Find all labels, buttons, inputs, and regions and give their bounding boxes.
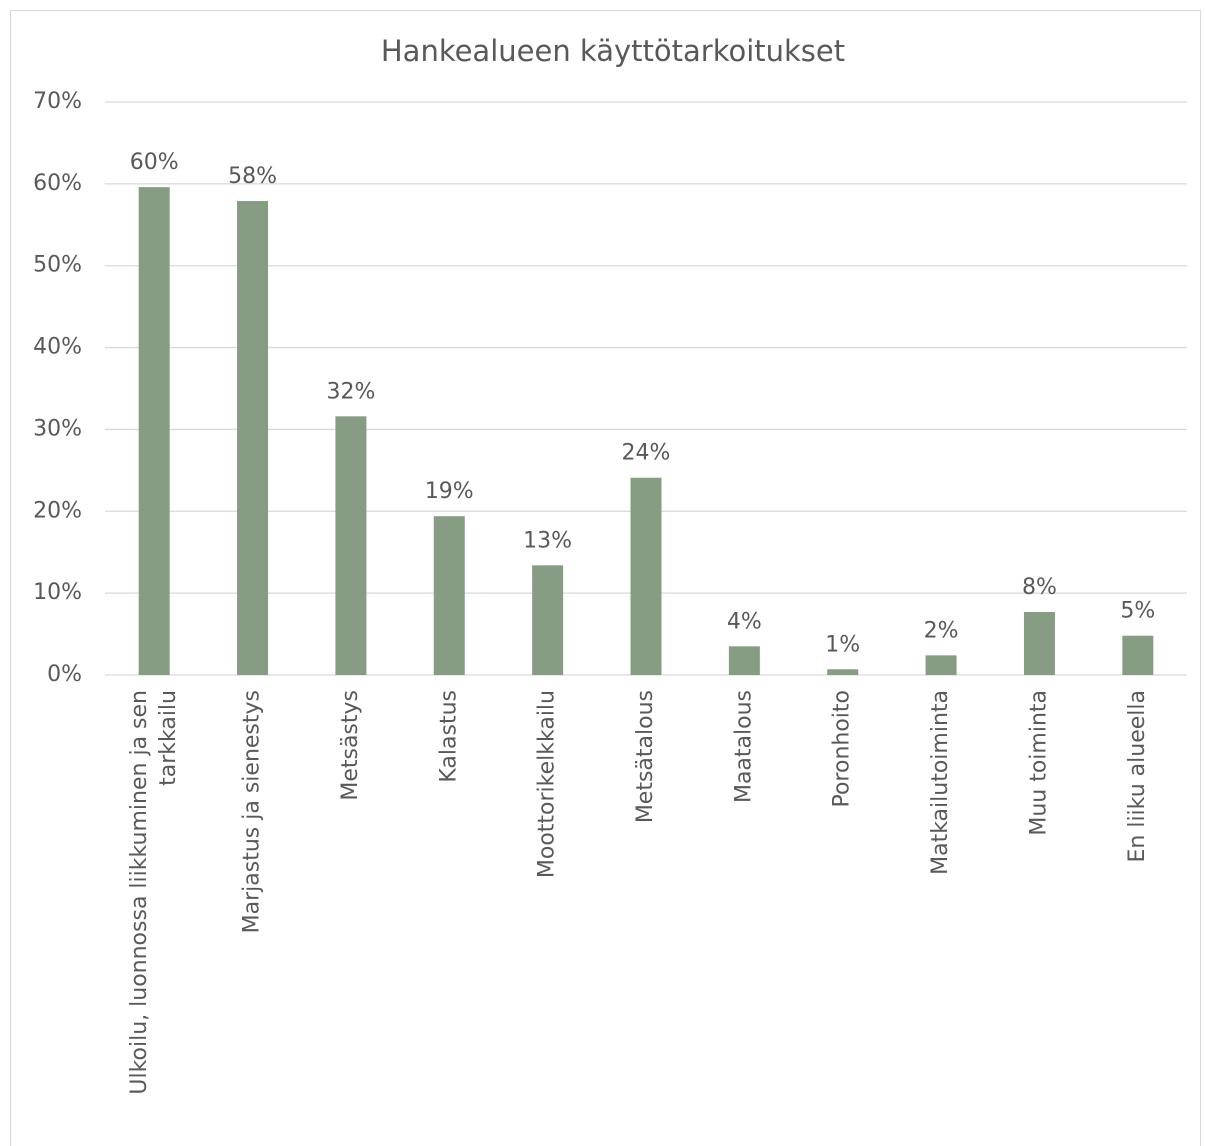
data-label: 13% bbox=[523, 528, 572, 553]
bar bbox=[237, 201, 269, 675]
bar bbox=[335, 416, 367, 675]
x-tick-label: Kalastus bbox=[436, 690, 461, 783]
y-tick-label: 60% bbox=[33, 171, 82, 196]
bar bbox=[728, 646, 760, 675]
y-tick-label: 20% bbox=[33, 498, 82, 523]
data-label: 60% bbox=[130, 150, 179, 175]
data-label: 58% bbox=[228, 164, 277, 189]
data-label: 8% bbox=[1022, 575, 1057, 600]
x-tick-label: Metsästys bbox=[338, 690, 363, 801]
x-tick-label: Ulkoilu, luonnossa liikkuminen ja sen tar… bbox=[127, 690, 181, 1095]
x-tick-label: Poronhoito bbox=[830, 690, 855, 808]
data-label: 5% bbox=[1120, 599, 1155, 624]
chart-frame bbox=[10, 10, 1201, 1146]
y-tick-label: 30% bbox=[33, 416, 82, 441]
data-label: 19% bbox=[425, 479, 474, 504]
x-tick-label: En liiku alueella bbox=[1125, 690, 1150, 863]
data-label: 1% bbox=[825, 632, 860, 657]
x-tick-label: Moottorikelkkailu bbox=[535, 690, 560, 878]
bar bbox=[925, 655, 957, 675]
y-tick-label: 70% bbox=[33, 89, 82, 114]
x-tick-label: Marjastus ja sienestys bbox=[240, 690, 265, 933]
bar bbox=[433, 516, 465, 675]
x-tick-label: Maatalous bbox=[731, 690, 756, 803]
bar bbox=[1023, 611, 1055, 675]
y-tick-label: 10% bbox=[33, 580, 82, 605]
bar bbox=[138, 187, 170, 676]
y-tick-label: 50% bbox=[33, 253, 82, 278]
bar bbox=[532, 565, 564, 675]
bar bbox=[1122, 635, 1154, 675]
x-tick-label: Matkailutoiminta bbox=[928, 690, 953, 875]
data-label: 4% bbox=[727, 609, 762, 634]
bar bbox=[630, 477, 662, 675]
data-label: 24% bbox=[622, 441, 671, 466]
x-tick-label: Metsätalous bbox=[633, 690, 658, 823]
chart-title: Hankealueen käyttötarkoitukset bbox=[381, 34, 845, 68]
data-label: 32% bbox=[326, 379, 375, 404]
y-tick-label: 40% bbox=[33, 335, 82, 360]
x-tick-label: Muu toiminta bbox=[1026, 690, 1051, 836]
data-label: 2% bbox=[924, 618, 959, 643]
y-tick-label: 0% bbox=[47, 662, 82, 687]
bar bbox=[827, 669, 859, 675]
